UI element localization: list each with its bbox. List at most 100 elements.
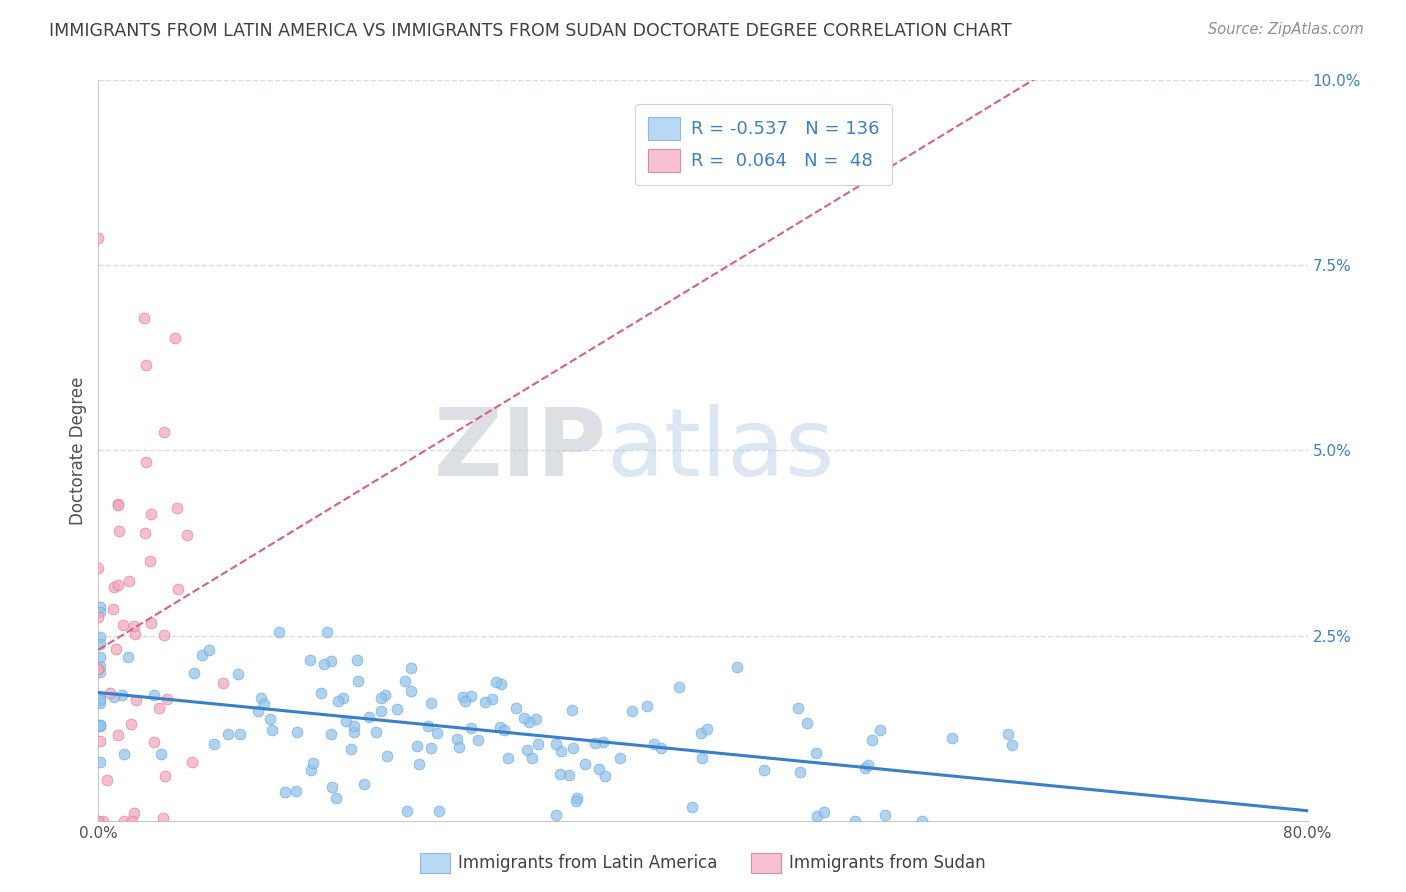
Point: [593, 768, 616, 782]
Point: [217, 726, 239, 740]
Point: [394, 673, 416, 688]
Point: [620, 704, 643, 718]
Point: [1001, 738, 1024, 752]
Point: [125, 693, 148, 707]
Point: [156, 692, 179, 706]
Point: [460, 721, 482, 735]
Point: [153, 627, 176, 641]
Point: [873, 807, 896, 822]
Point: [89, 733, 111, 747]
Point: [446, 731, 468, 746]
Point: [467, 732, 489, 747]
Point: [253, 697, 276, 711]
Point: [321, 780, 343, 795]
Point: [565, 791, 588, 805]
Point: [690, 751, 713, 765]
Point: [120, 716, 142, 731]
Point: [395, 805, 418, 819]
Point: [117, 650, 139, 665]
Point: [643, 737, 665, 751]
Point: [176, 528, 198, 542]
Point: [142, 688, 165, 702]
Point: [856, 758, 879, 772]
Point: [89, 717, 111, 731]
Point: [561, 703, 583, 717]
Point: [689, 725, 711, 739]
Point: [89, 630, 111, 644]
Point: [357, 710, 380, 724]
Point: [89, 606, 111, 620]
Point: [191, 648, 214, 663]
Point: [89, 690, 111, 705]
Point: [546, 808, 568, 822]
Point: [163, 331, 186, 345]
Text: IMMIGRANTS FROM LATIN AMERICA VS IMMIGRANTS FROM SUDAN DOCTORATE DEGREE CORRELAT: IMMIGRANTS FROM LATIN AMERICA VS IMMIGRA…: [49, 22, 1012, 40]
Point: [121, 814, 143, 828]
Point: [202, 738, 225, 752]
Point: [505, 700, 527, 714]
Point: [346, 653, 368, 667]
Text: ZIP: ZIP: [433, 404, 606, 497]
Point: [87, 814, 110, 828]
Point: [565, 794, 588, 808]
Point: [309, 686, 332, 700]
Point: [246, 704, 269, 718]
Point: [103, 690, 125, 705]
Point: [343, 719, 366, 733]
Legend: Immigrants from Latin America, Immigrants from Sudan: Immigrants from Latin America, Immigrant…: [413, 847, 993, 880]
Point: [420, 696, 443, 710]
Point: [419, 740, 441, 755]
Point: [335, 714, 357, 728]
Point: [786, 701, 808, 715]
Point: [636, 698, 658, 713]
Point: [321, 654, 343, 668]
Point: [941, 731, 963, 745]
Point: [167, 582, 190, 597]
Point: [298, 653, 321, 667]
Point: [366, 725, 388, 739]
Point: [89, 696, 111, 710]
Point: [520, 751, 543, 765]
Point: [401, 684, 423, 698]
Point: [557, 768, 579, 782]
Point: [853, 761, 876, 775]
Point: [96, 772, 118, 787]
Point: [122, 806, 145, 821]
Point: [273, 784, 295, 798]
Point: [519, 714, 541, 729]
Point: [574, 756, 596, 771]
Point: [319, 727, 342, 741]
Point: [426, 726, 449, 740]
Point: [343, 724, 366, 739]
Point: [98, 686, 121, 700]
Point: [315, 624, 337, 639]
Point: [89, 719, 111, 733]
Point: [754, 764, 776, 778]
Point: [588, 762, 610, 776]
Point: [592, 735, 614, 749]
Point: [118, 574, 141, 589]
Point: [101, 602, 124, 616]
Point: [299, 763, 322, 777]
Point: [491, 677, 513, 691]
Point: [550, 744, 572, 758]
Point: [91, 814, 114, 828]
Point: [806, 809, 828, 823]
Point: [453, 693, 475, 707]
Point: [87, 561, 110, 575]
Point: [332, 690, 354, 705]
Point: [152, 811, 174, 825]
Point: [87, 814, 110, 828]
Point: [492, 723, 515, 737]
Point: [89, 659, 111, 673]
Point: [211, 676, 233, 690]
Point: [668, 681, 690, 695]
Point: [134, 526, 156, 541]
Point: [249, 690, 271, 705]
Point: [153, 769, 176, 783]
Text: atlas: atlas: [606, 404, 835, 497]
Point: [325, 790, 347, 805]
Point: [385, 702, 408, 716]
Point: [524, 713, 547, 727]
Point: [87, 662, 110, 676]
